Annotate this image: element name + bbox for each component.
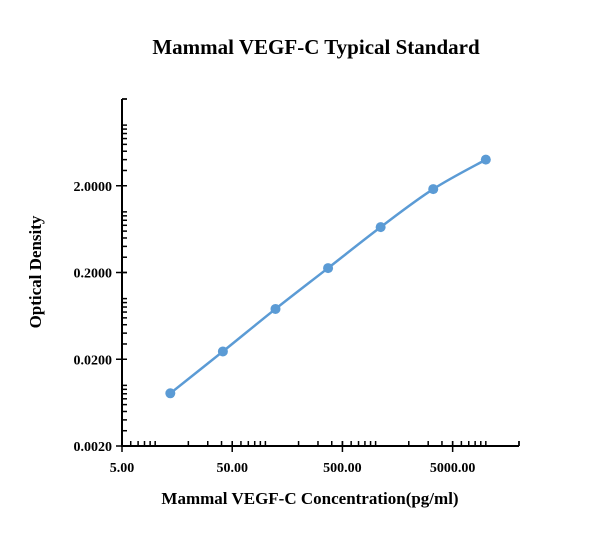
tick-labels: 5.00 50.00 500.00 5000.00 0.0020 0.0200 0.2000… <box>74 180 476 476</box>
x-tick-label: 500.00 <box>323 461 362 476</box>
chart-title: Mammal VEGF-C Typical Standard <box>152 35 480 59</box>
data-point <box>428 184 439 195</box>
y-tick-label: 0.0020 <box>74 440 113 455</box>
data-point <box>323 263 334 274</box>
x-axis-label: Mammal VEGF-C Concentration(pg/ml) <box>161 489 458 508</box>
y-axis-label: Optical Density <box>26 215 45 328</box>
y-tick-label: 0.0200 <box>74 353 113 368</box>
x-tick-label: 5000.00 <box>430 461 476 476</box>
series-line <box>169 158 487 395</box>
data-point <box>480 154 491 165</box>
data-point <box>165 388 176 399</box>
data-point <box>375 222 386 233</box>
x-tick-label: 50.00 <box>216 461 248 476</box>
data-point <box>217 346 228 357</box>
series <box>165 154 491 399</box>
y-tick-label: 0.2000 <box>74 267 113 282</box>
y-tick-label: 2.0000 <box>74 180 113 195</box>
x-tick-label: 5.00 <box>110 461 135 476</box>
ticks <box>116 98 520 452</box>
data-point <box>270 303 281 314</box>
